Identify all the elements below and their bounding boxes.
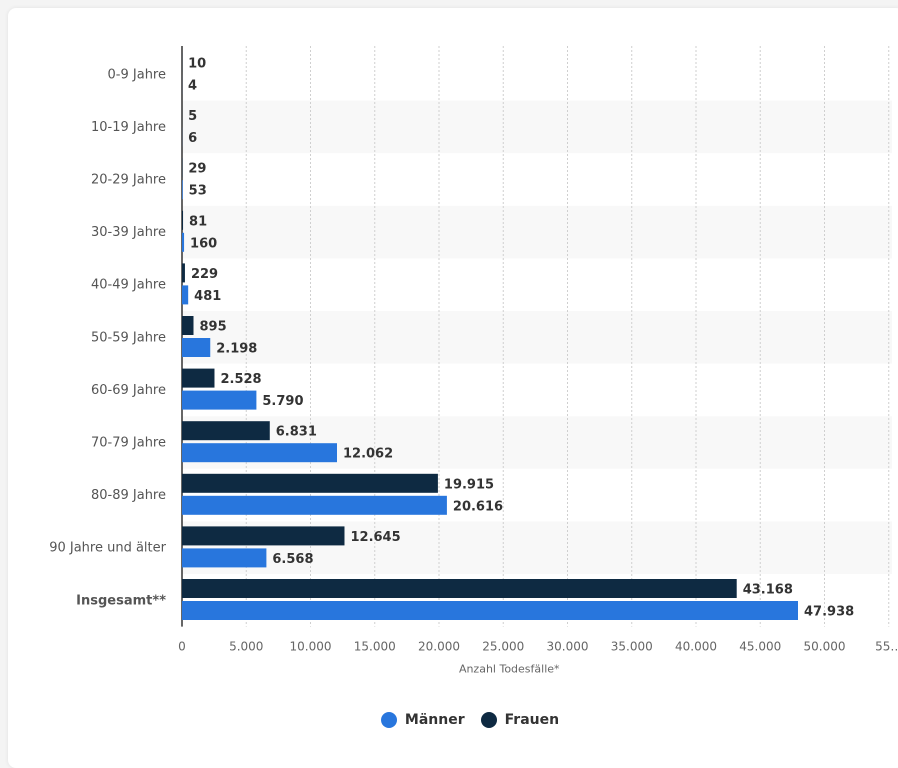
legend-dot-frauen-icon bbox=[481, 712, 497, 728]
x-tick-label: 45.000 bbox=[739, 640, 781, 654]
data-label: 10 bbox=[188, 57, 206, 72]
row-band bbox=[182, 311, 892, 364]
category-label: 80-89 Jahre bbox=[91, 488, 166, 503]
category-label: 70-79 Jahre bbox=[91, 436, 166, 451]
x-tick-label: 55… bbox=[875, 640, 898, 654]
x-tick-label: 50.000 bbox=[803, 640, 845, 654]
data-label: 5.790 bbox=[262, 394, 303, 409]
data-label: 6.831 bbox=[276, 425, 317, 440]
bar-chart: 0 5.000 10.000 15.000 20.000 25.000 30.000 35.0… bbox=[8, 8, 898, 753]
data-label: 229 bbox=[191, 267, 218, 282]
data-label: 2.528 bbox=[220, 372, 261, 387]
bar-frauen bbox=[182, 579, 737, 598]
bar-frauen bbox=[182, 211, 183, 230]
data-label: 5 bbox=[188, 109, 197, 124]
legend-item-maenner[interactable]: Männer bbox=[381, 712, 465, 728]
x-tick-label: 40.000 bbox=[675, 640, 717, 654]
data-label: 12.645 bbox=[350, 530, 400, 545]
bar-maenner bbox=[182, 548, 266, 567]
data-label: 895 bbox=[200, 320, 227, 335]
category-label: Insgesamt** bbox=[76, 593, 166, 608]
legend-label-frauen: Frauen bbox=[505, 712, 559, 728]
data-label: 29 bbox=[188, 162, 206, 177]
data-label: 160 bbox=[190, 236, 217, 251]
x-tick-label: 0 bbox=[178, 640, 186, 654]
data-label: 6.568 bbox=[272, 552, 313, 567]
bar-maenner bbox=[182, 443, 337, 462]
category-label: 10-19 Jahre bbox=[91, 120, 166, 135]
data-label: 12.062 bbox=[343, 447, 393, 462]
data-label: 2.198 bbox=[216, 342, 257, 357]
category-label: 90 Jahre und älter bbox=[49, 541, 166, 556]
bar-maenner bbox=[182, 338, 210, 357]
data-label: 53 bbox=[189, 184, 207, 199]
bar-maenner bbox=[182, 391, 256, 410]
row-band bbox=[182, 101, 892, 154]
data-label: 6 bbox=[188, 131, 197, 146]
data-label: 81 bbox=[189, 214, 207, 229]
category-label: 0-9 Jahre bbox=[108, 67, 166, 82]
data-label: 47.938 bbox=[804, 605, 854, 620]
x-tick-label: 20.000 bbox=[418, 640, 460, 654]
data-label: 481 bbox=[194, 289, 221, 304]
category-label: 30-39 Jahre bbox=[91, 225, 166, 240]
bar-frauen bbox=[182, 263, 185, 282]
category-label: 40-49 Jahre bbox=[91, 278, 166, 293]
bar-maenner bbox=[182, 285, 188, 304]
row-band bbox=[182, 206, 892, 259]
bar-maenner bbox=[182, 601, 798, 620]
x-tick-label: 5.000 bbox=[229, 640, 263, 654]
x-tick-label: 15.000 bbox=[354, 640, 396, 654]
bar-frauen bbox=[182, 526, 344, 545]
data-label: 19.915 bbox=[444, 477, 494, 492]
data-label: 43.168 bbox=[743, 583, 793, 598]
x-axis-title: Anzahl Todesfälle* bbox=[459, 663, 560, 676]
x-tick-label: 10.000 bbox=[289, 640, 331, 654]
x-tick-label: 30.000 bbox=[546, 640, 588, 654]
bar-maenner bbox=[182, 180, 183, 199]
category-label: 20-29 Jahre bbox=[91, 173, 166, 188]
bar-frauen bbox=[182, 421, 270, 440]
x-tick-label: 35.000 bbox=[611, 640, 653, 654]
x-tick-label: 25.000 bbox=[482, 640, 524, 654]
bar-maenner bbox=[182, 496, 447, 515]
legend-item-frauen[interactable]: Frauen bbox=[481, 712, 559, 728]
legend: Männer Frauen bbox=[0, 712, 898, 728]
bar-frauen bbox=[182, 369, 214, 388]
bar-frauen bbox=[182, 316, 194, 335]
category-label: 50-59 Jahre bbox=[91, 330, 166, 345]
data-label: 20.616 bbox=[453, 499, 503, 514]
bar-frauen bbox=[182, 474, 438, 493]
legend-dot-maenner-icon bbox=[381, 712, 397, 728]
legend-label-maenner: Männer bbox=[405, 712, 465, 728]
data-label: 4 bbox=[188, 79, 197, 94]
bar-maenner bbox=[182, 233, 184, 252]
category-label: 60-69 Jahre bbox=[91, 383, 166, 398]
chart-card: 0 5.000 10.000 15.000 20.000 25.000 30.000 35.0… bbox=[8, 8, 898, 768]
